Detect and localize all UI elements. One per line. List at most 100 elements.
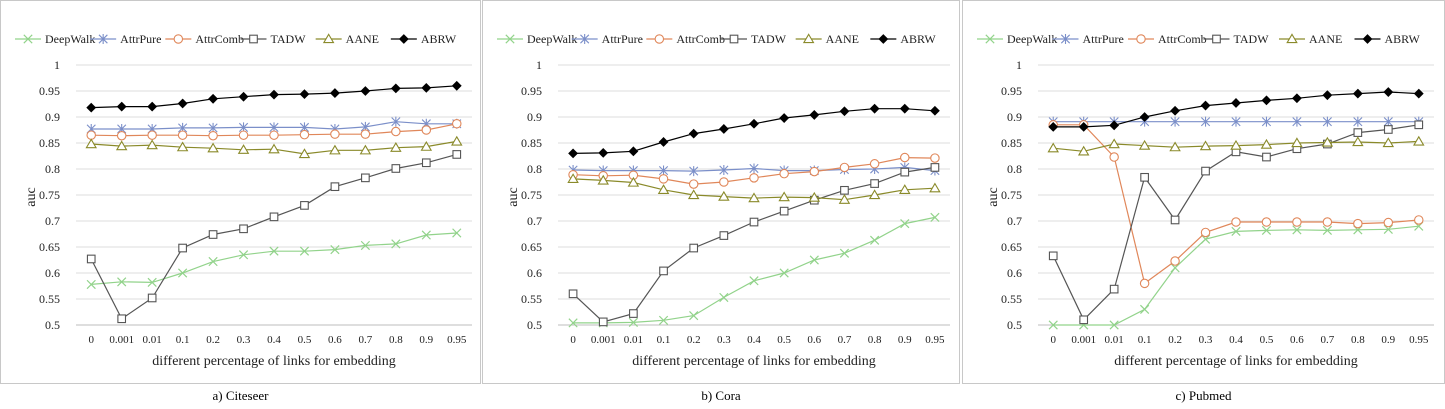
x-tick-label: 0.1 [176, 334, 190, 346]
data-point-aane [451, 135, 463, 146]
y-tick-label: 0.7 [45, 214, 60, 228]
data-point-deepwalk [421, 230, 431, 240]
x-tick-label: 0.1 [657, 334, 671, 346]
legend-marker [580, 34, 590, 44]
data-point-aane [359, 144, 372, 155]
data-point-deepwalk [719, 292, 729, 303]
data-point-deepwalk [839, 248, 850, 258]
data-point-tadw [870, 179, 879, 188]
data-point-deepwalk [1109, 320, 1119, 330]
data-point-aane [1077, 145, 1090, 156]
data-point-attrcomb [238, 130, 249, 140]
data-point-tadw [1170, 215, 1180, 225]
legend-item-deepwalk: DeepWalk [497, 32, 577, 46]
legend-label: DeepWalk [45, 32, 95, 46]
x-tick-label: 0.3 [717, 334, 731, 346]
legend-label: TADW [751, 32, 787, 46]
data-point-aane [718, 190, 730, 201]
x-tick-label: 0.001 [1071, 334, 1096, 346]
data-point-attrcomb [1353, 218, 1363, 229]
x-tick-label: 0.95 [925, 334, 945, 346]
data-point-tadw [1079, 315, 1089, 325]
data-point-aane [115, 140, 128, 151]
data-point-attrcomb [269, 130, 279, 140]
data-point-attrpure [1200, 116, 1211, 127]
data-point-attrcomb [900, 152, 910, 163]
y-axis-title: auc [24, 187, 39, 206]
data-point-abrw [1170, 105, 1180, 116]
legend-item-abrw: ABRW [870, 32, 936, 46]
x-axis-title: different percentage of links for embedd… [632, 354, 875, 369]
data-point-abrw [899, 103, 910, 114]
series-line-abrw [573, 108, 935, 154]
data-point-aane [1413, 135, 1425, 146]
chart-pubmed: 0.5 0.55 0.6 0.65 0.7 0.75 0.8 0.85 0.9 0.95 1 0 0.0… [977, 32, 1434, 369]
legend-item-attrpure: AttrPure [571, 32, 643, 46]
x-tick-label: 0.5 [298, 334, 312, 346]
legend: DeepWalk AttrPure AttrComb TADW AANE ABRW [977, 32, 1421, 46]
data-point-tadw [421, 158, 431, 168]
series-abrw [1048, 87, 1424, 132]
series-attrcomb [86, 119, 462, 141]
y-tick-label: 0.55 [39, 292, 60, 306]
data-point-deepwalk [900, 218, 910, 229]
y-tick-label: 0.65 [39, 240, 60, 254]
x-tick-label: 0.5 [777, 334, 791, 346]
y-tick-label: 0.8 [45, 162, 60, 176]
legend-item-abrw: ABRW [390, 32, 457, 46]
x-tick-label: 0.7 [359, 334, 373, 346]
chart-cora: 0.5 0.55 0.6 0.65 0.7 0.75 0.8 0.85 0.9 0.95 1 0 0.0… [497, 32, 950, 369]
y-axis: 0.5 0.55 0.6 0.65 0.7 0.75 0.8 0.85 0.9 0.95 1 [39, 58, 60, 332]
data-point-abrw [718, 124, 729, 134]
data-point-aane [1169, 141, 1181, 152]
data-point-deepwalk [360, 240, 371, 251]
data-point-abrw [869, 103, 880, 114]
data-point-aane [899, 184, 911, 194]
data-point-aane [1352, 136, 1364, 147]
series-line-deepwalk [91, 232, 457, 285]
y-tick-label: 0.55 [521, 292, 542, 306]
data-point-abrw [177, 98, 188, 109]
data-point-attrpure [391, 116, 401, 127]
data-point-tadw [361, 173, 370, 183]
data-point-tadw [629, 309, 638, 318]
series-line-tadw [90, 153, 457, 320]
y-tick-label: 1 [54, 58, 60, 72]
legend-item-abrw: ABRW [1354, 32, 1421, 46]
chart-panel-pubmed: 0.5 0.55 0.6 0.65 0.7 0.75 0.8 0.85 0.9 0.95 1 0 0.0… [962, 0, 1445, 384]
caption-pubmed: c) Pubmed [1175, 388, 1232, 403]
data-point-attrcomb [1170, 256, 1180, 266]
data-point-tadw [117, 314, 127, 324]
legend-label: TADW [1234, 32, 1270, 46]
data-point-abrw [628, 146, 639, 157]
caption-cora: b) Cora [701, 388, 741, 403]
data-point-attrcomb [147, 130, 157, 140]
data-point-aane [778, 191, 790, 202]
data-point-attrcomb [116, 130, 127, 141]
x-tick-label: 0.8 [1351, 334, 1365, 346]
data-point-attrcomb [1383, 217, 1394, 228]
data-point-deepwalk [1261, 225, 1272, 235]
data-point-attrpure [689, 166, 699, 177]
legend-marker [654, 34, 665, 44]
x-tick-label: 0.001 [109, 334, 134, 346]
legend-item-attrcomb: AttrComb [646, 32, 725, 46]
x-tick-label: 0.6 [1290, 334, 1304, 346]
data-point-deepwalk [1383, 224, 1393, 234]
legend-item-attrpure: AttrPure [90, 32, 161, 46]
x-tick-label: 0.9 [898, 334, 912, 346]
data-point-abrw [1231, 98, 1241, 108]
data-point-abrw [658, 137, 669, 147]
series-attrcomb [568, 152, 940, 189]
y-tick-label: 0.75 [1001, 188, 1022, 202]
legend-item-deepwalk: DeepWalk [977, 32, 1057, 46]
data-point-attrpure [658, 165, 669, 176]
data-point-tadw [689, 243, 699, 253]
y-tick-label: 0.8 [527, 162, 542, 176]
data-point-abrw [208, 93, 218, 104]
x-axis: 0 0.001 0.01 0.1 0.2 0.3 0.4 0.5 0.6 0.7 0.8 0.9 0.9… [88, 334, 466, 346]
legend-label: DeepWalk [527, 32, 577, 46]
data-point-abrw [749, 118, 759, 129]
data-point-abrw [330, 88, 340, 98]
legend-label: ABRW [900, 32, 936, 46]
